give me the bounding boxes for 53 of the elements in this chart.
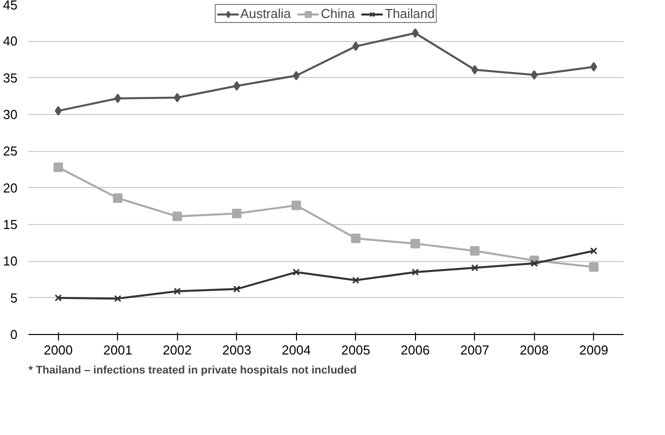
y-tick-label: 10 xyxy=(3,254,18,269)
point xyxy=(54,294,62,302)
point xyxy=(114,94,122,104)
legend-label: Thailand xyxy=(384,6,435,21)
x-tick-label: 2009 xyxy=(579,342,608,358)
x-tick-label: 2000 xyxy=(44,342,73,358)
point xyxy=(114,294,122,302)
point xyxy=(470,246,480,256)
point xyxy=(471,264,478,272)
legend-label: Australia xyxy=(240,6,291,21)
point xyxy=(589,262,598,272)
y-tick-label: 20 xyxy=(3,180,18,196)
x-tick-label: 2008 xyxy=(520,342,549,358)
point xyxy=(292,70,300,80)
x-tick-label: 2003 xyxy=(222,342,252,358)
y-tick-label: 30 xyxy=(3,107,18,122)
x-tick-label: 2002 xyxy=(162,342,192,358)
y-tick-label: 25 xyxy=(3,144,18,159)
x-tick-label: 2006 xyxy=(400,342,430,358)
point xyxy=(590,247,598,254)
point xyxy=(233,81,240,91)
point xyxy=(292,268,300,276)
y-tick-label: 45 xyxy=(3,0,18,12)
point xyxy=(174,92,181,102)
point xyxy=(530,70,538,80)
point xyxy=(113,193,122,203)
y-tick-label: 5 xyxy=(10,290,18,306)
point xyxy=(351,234,360,244)
point xyxy=(232,208,242,218)
x-tick-label: 2004 xyxy=(282,342,311,358)
point xyxy=(54,162,63,172)
point xyxy=(352,42,360,52)
point xyxy=(54,106,62,116)
y-tick-label: 15 xyxy=(3,217,18,232)
point xyxy=(233,285,240,293)
point xyxy=(412,268,419,276)
point xyxy=(174,288,181,295)
point xyxy=(471,65,478,75)
y-tick-label: 40 xyxy=(3,34,18,49)
x-tick-label: 2007 xyxy=(460,342,490,358)
point xyxy=(410,238,420,248)
point xyxy=(590,62,598,72)
text: * Thailand – infections treated in private hospitals not included xyxy=(28,364,357,376)
point xyxy=(172,212,182,222)
legend-label: China xyxy=(320,6,355,21)
y-tick-label: 35 xyxy=(3,70,18,86)
point xyxy=(352,276,360,284)
y-tick-label: 0 xyxy=(10,327,18,342)
point xyxy=(292,200,301,210)
point xyxy=(530,260,538,267)
x-tick-label: 2005 xyxy=(341,342,370,358)
x-tick-label: 2001 xyxy=(103,342,132,358)
point xyxy=(412,28,419,38)
